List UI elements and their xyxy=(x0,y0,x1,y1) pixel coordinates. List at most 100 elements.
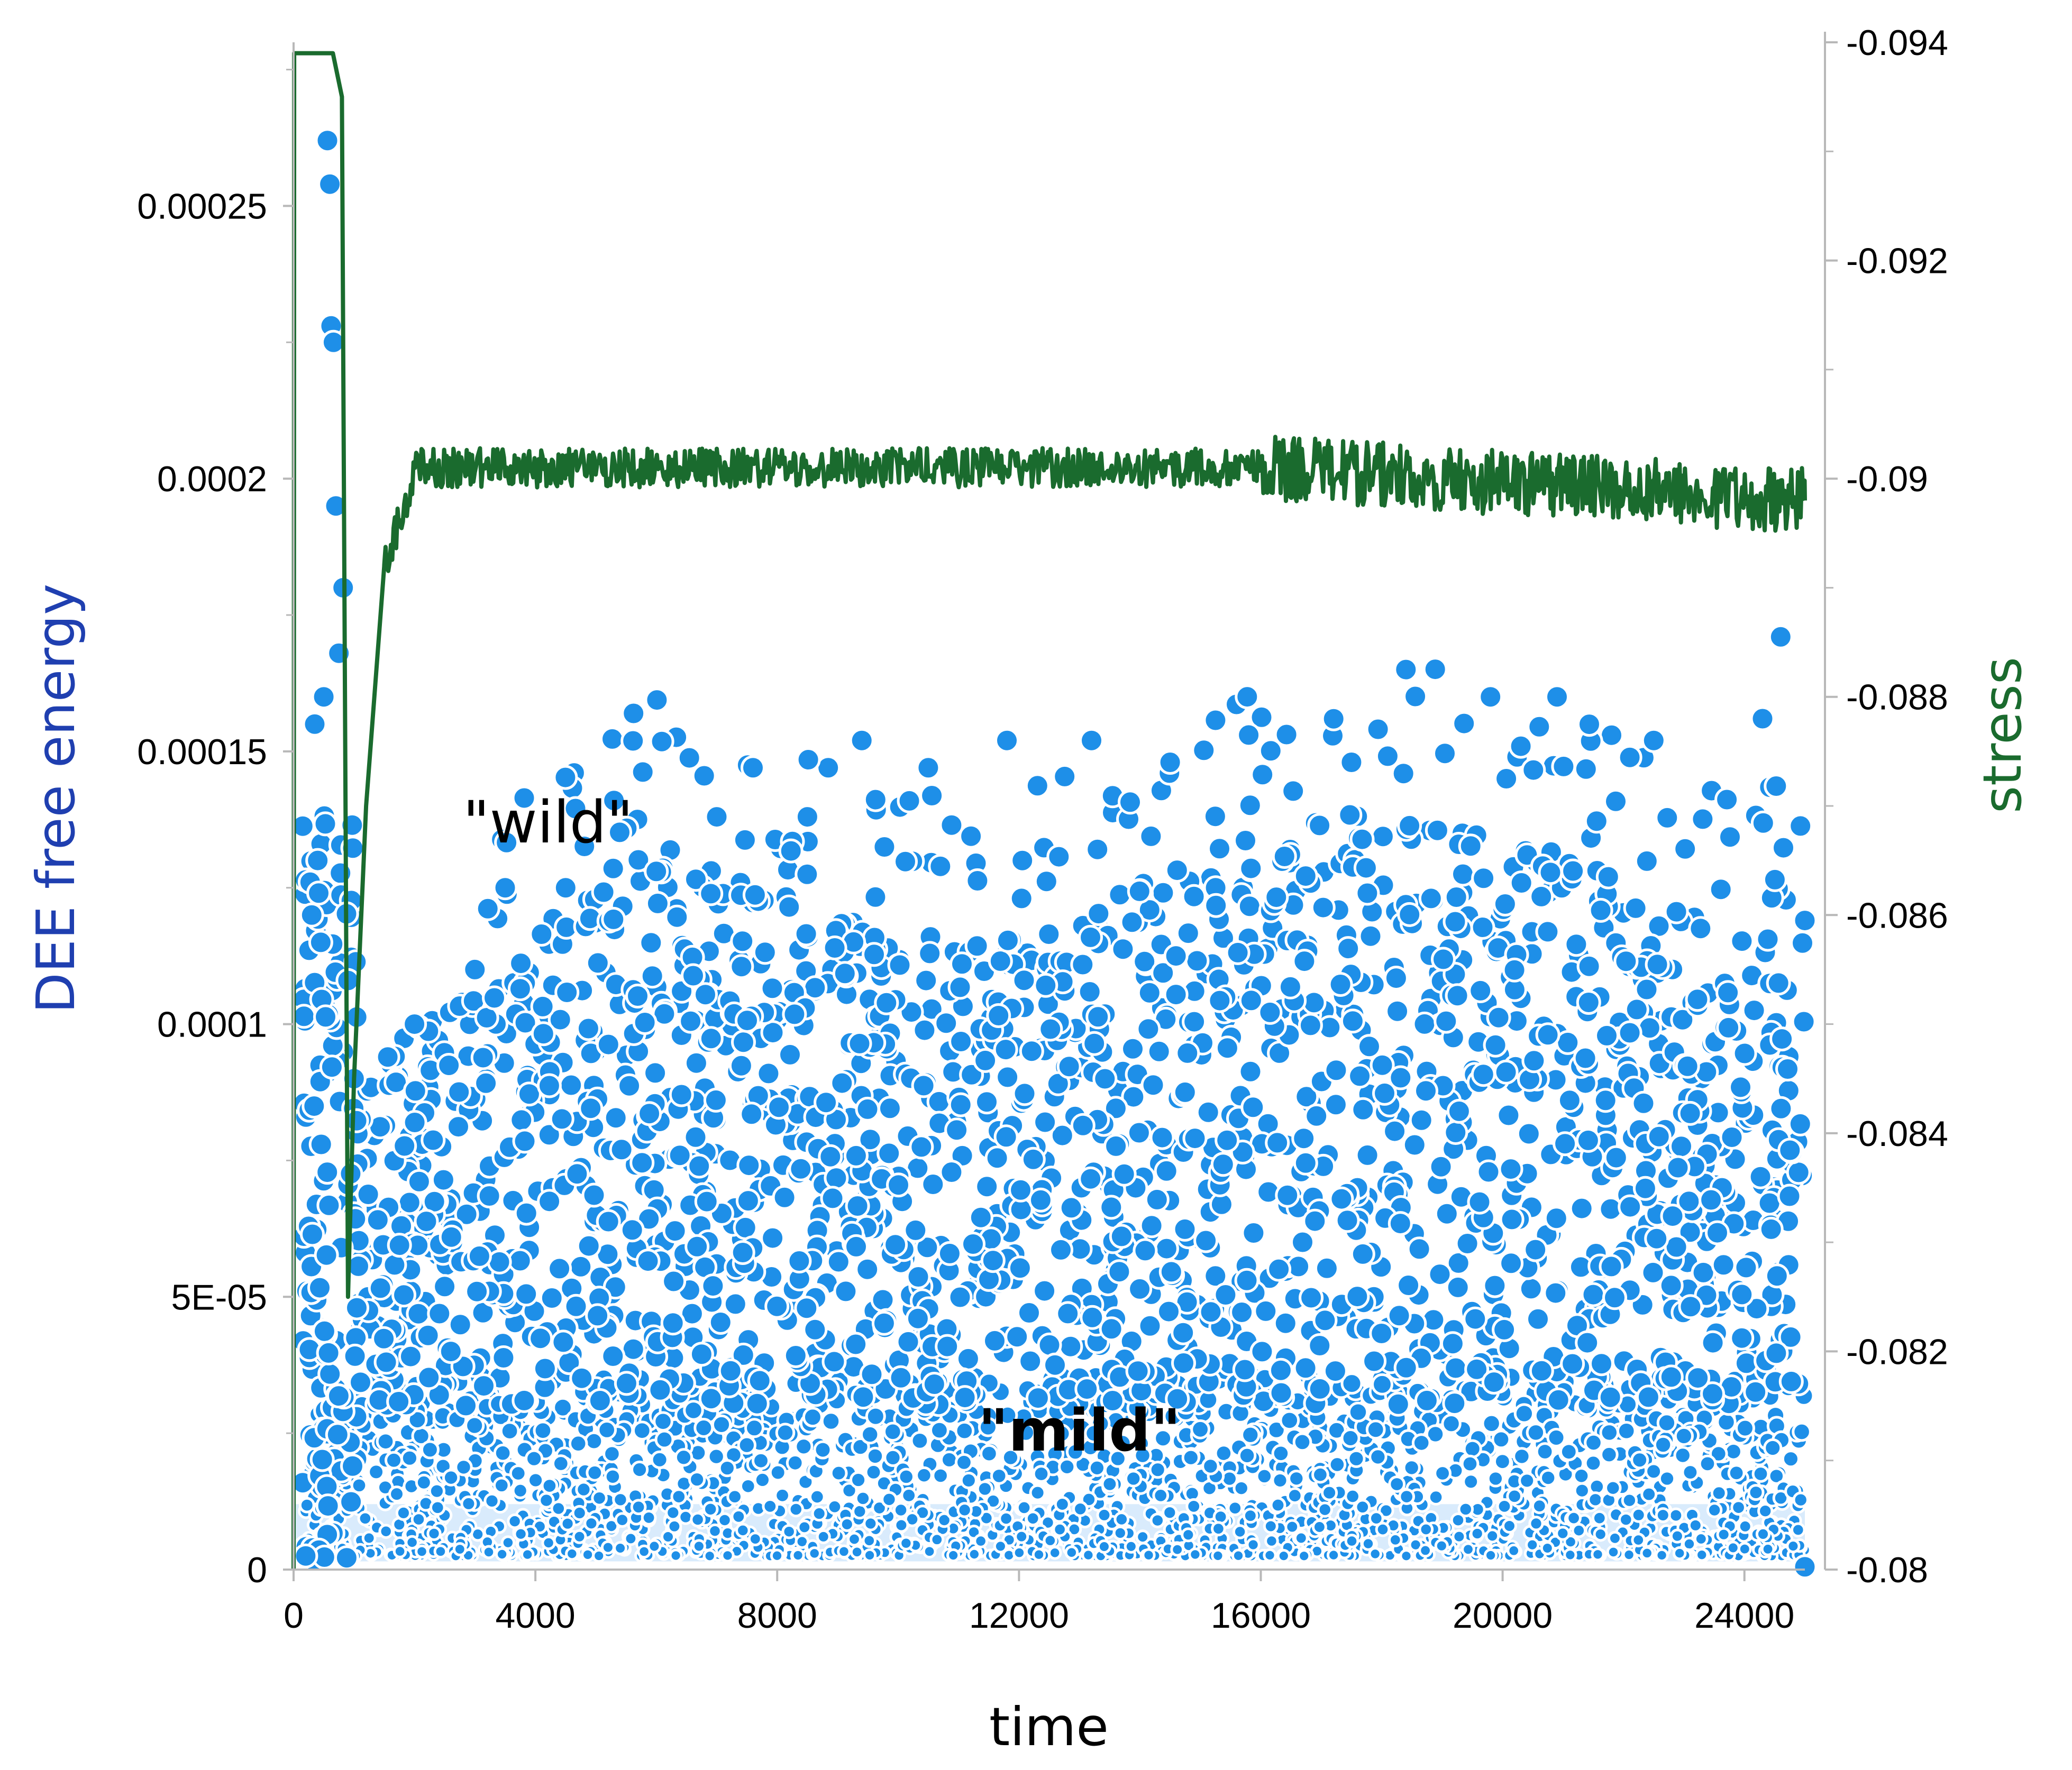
data-point xyxy=(980,1248,1006,1273)
data-point xyxy=(1658,1470,1676,1488)
data-point xyxy=(1792,1421,1812,1442)
data-point xyxy=(1290,1230,1315,1255)
data-point xyxy=(1137,1313,1163,1338)
data-point xyxy=(954,1420,975,1441)
data-point xyxy=(578,1096,604,1121)
data-point xyxy=(1545,684,1569,710)
x-tick-label: 24000 xyxy=(1694,1595,1794,1636)
data-point xyxy=(1467,1189,1492,1215)
data-point xyxy=(442,1469,460,1487)
data-point xyxy=(1329,1186,1354,1212)
data-point xyxy=(928,854,953,879)
data-point xyxy=(1653,1435,1673,1455)
data-point xyxy=(299,902,324,928)
data-point xyxy=(571,1505,588,1521)
data-point xyxy=(1655,1548,1669,1563)
data-point xyxy=(1452,711,1477,736)
data-point xyxy=(1446,1098,1472,1124)
data-point xyxy=(1240,1425,1261,1445)
data-point xyxy=(1385,998,1410,1024)
data-point xyxy=(1120,1036,1145,1061)
data-point xyxy=(1264,885,1289,910)
data-point xyxy=(860,1424,880,1445)
data-point xyxy=(1355,1142,1380,1168)
data-point xyxy=(576,1016,601,1041)
data-point xyxy=(952,1385,978,1410)
data-point xyxy=(1486,1005,1511,1030)
data-point xyxy=(1310,895,1336,920)
data-point xyxy=(415,1473,433,1491)
data-point xyxy=(1499,1251,1524,1276)
data-point xyxy=(1345,1284,1370,1309)
data-point xyxy=(1162,1505,1178,1521)
data-point xyxy=(909,1134,934,1160)
data-point xyxy=(783,1343,808,1368)
data-point xyxy=(509,1107,534,1133)
y-axis-left-title: DEE free energy xyxy=(25,584,87,1014)
data-point xyxy=(1485,1528,1500,1544)
y-left-tick-label: 0.00025 xyxy=(137,186,267,226)
data-point xyxy=(1007,1255,1033,1281)
data-point xyxy=(787,1249,812,1273)
data-point xyxy=(1215,1035,1240,1061)
data-point xyxy=(973,1534,988,1548)
data-point xyxy=(742,882,768,907)
data-point xyxy=(650,1450,669,1469)
x-tick-label: 12000 xyxy=(969,1595,1069,1636)
data-point xyxy=(903,1217,928,1243)
data-point xyxy=(661,1269,687,1294)
data-point xyxy=(431,1167,456,1193)
data-point xyxy=(1388,1211,1413,1236)
x-tick-label: 0 xyxy=(284,1595,304,1636)
data-point xyxy=(1182,1126,1208,1151)
data-point xyxy=(1560,858,1586,884)
data-point xyxy=(1337,802,1363,828)
data-point xyxy=(1136,1016,1161,1042)
data-point xyxy=(968,1205,993,1230)
data-point xyxy=(1499,1207,1525,1232)
data-point xyxy=(1018,1349,1043,1374)
data-point xyxy=(1613,949,1639,974)
data-point xyxy=(473,1070,499,1096)
data-point xyxy=(513,1526,528,1542)
data-point xyxy=(912,1017,937,1043)
data-point xyxy=(1347,1063,1373,1089)
data-point xyxy=(1748,1164,1773,1189)
data-point xyxy=(367,1463,386,1481)
data-point xyxy=(1471,866,1496,891)
data-point xyxy=(1458,833,1483,859)
data-point xyxy=(1227,1500,1244,1517)
data-point xyxy=(872,834,897,859)
data-point xyxy=(756,1061,781,1086)
data-point xyxy=(1790,930,1815,956)
data-point xyxy=(1587,1491,1604,1508)
data-point xyxy=(1019,1039,1044,1064)
data-point xyxy=(982,1328,1007,1353)
data-point xyxy=(906,1264,931,1289)
data-point xyxy=(568,1434,588,1453)
data-point xyxy=(1181,884,1207,909)
data-point xyxy=(1234,1268,1259,1293)
data-point xyxy=(1028,1187,1053,1213)
data-point xyxy=(1513,1403,1535,1424)
data-point xyxy=(1016,1499,1033,1516)
data-point xyxy=(1757,1503,1774,1519)
data-point xyxy=(521,1547,535,1562)
data-point xyxy=(1201,1457,1220,1475)
data-point xyxy=(1386,1303,1412,1328)
data-point xyxy=(1403,684,1428,709)
data-point xyxy=(1729,1325,1755,1351)
data-point xyxy=(1182,1009,1207,1034)
data-point xyxy=(1133,1238,1158,1263)
data-point xyxy=(1299,1285,1324,1310)
data-point xyxy=(1414,1388,1439,1413)
data-point xyxy=(1231,1548,1246,1563)
data-point xyxy=(291,1004,317,1029)
data-point xyxy=(1368,1547,1382,1561)
data-point xyxy=(1737,1518,1753,1534)
data-point xyxy=(1716,1015,1741,1040)
data-point xyxy=(752,940,778,965)
data-point xyxy=(816,1529,831,1544)
data-point xyxy=(955,1346,981,1371)
data-point xyxy=(1493,1059,1519,1085)
